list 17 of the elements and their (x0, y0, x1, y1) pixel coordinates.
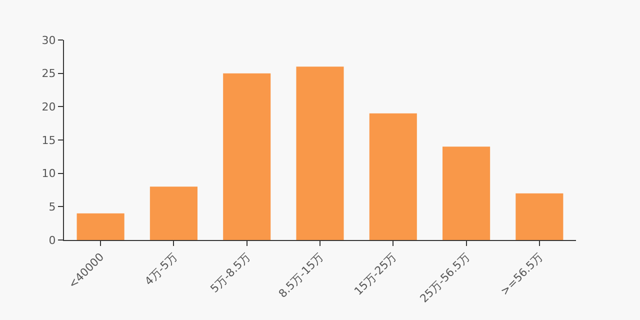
bar (76, 213, 124, 240)
bar (296, 66, 344, 240)
y-tick-label: 15 (42, 134, 56, 147)
x-tick-label: 4万-5万 (142, 250, 180, 288)
x-tick-label: 15万-25万 (352, 250, 400, 298)
bar (516, 193, 564, 240)
x-tick-label: 8.5万-15万 (276, 250, 326, 300)
y-tick-label: 0 (48, 234, 56, 247)
bar (150, 186, 198, 240)
y-tick-label: 25 (42, 67, 56, 80)
y-tick-label: 10 (42, 167, 56, 180)
bar (442, 146, 490, 240)
y-tick-label: 5 (48, 200, 56, 214)
y-tick-label: 20 (42, 100, 56, 114)
bar (223, 73, 271, 240)
y-tick-label: 30 (42, 34, 56, 47)
bar (369, 113, 417, 240)
